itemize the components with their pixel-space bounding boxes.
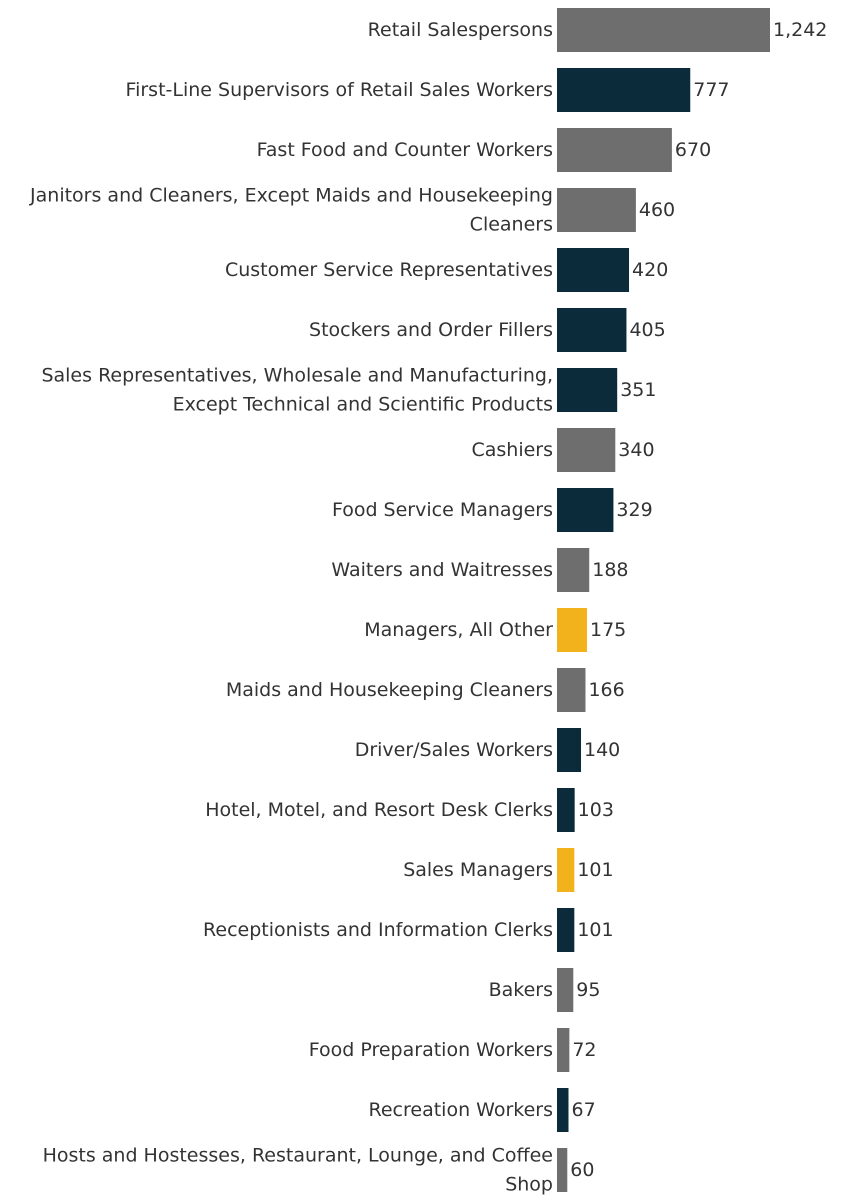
bar-row: Sales Representatives, Wholesale and Man… (41, 365, 656, 416)
category-label: Shop (505, 1174, 553, 1196)
bar (557, 788, 575, 832)
bar-row: Stockers and Order Fillers 405 (309, 308, 666, 352)
bar-row: Fast Food and Counter Workers 670 (257, 128, 711, 172)
value-label: 166 (588, 679, 624, 701)
value-label: 101 (577, 859, 613, 881)
category-label: Sales Representatives, Wholesale and Man… (41, 365, 553, 387)
value-label: 670 (675, 139, 711, 161)
bar (557, 68, 691, 112)
category-label: Customer Service Representatives (225, 259, 553, 281)
bar-row: Janitors and Cleaners, Except Maids and … (29, 185, 675, 236)
category-label: Receptionists and Information Clerks (203, 919, 553, 941)
category-label: Food Preparation Workers (309, 1039, 553, 1061)
bar (557, 128, 672, 172)
bar-row: Maids and Housekeeping Cleaners 166 (226, 668, 625, 712)
bar (557, 248, 630, 292)
value-label: 340 (618, 439, 654, 461)
value-label: 188 (592, 559, 628, 581)
bar (557, 488, 614, 532)
bar (557, 908, 575, 952)
category-label: Cashiers (471, 439, 553, 461)
category-label: Janitors and Cleaners, Except Maids and … (29, 185, 553, 207)
bar-row: Managers, All Other 175 (364, 608, 626, 652)
bar (557, 848, 575, 892)
bar (557, 1028, 570, 1072)
bar-row: Hosts and Hostesses, Restaurant, Lounge,… (43, 1145, 595, 1196)
category-label: Maids and Housekeeping Cleaners (226, 679, 553, 701)
category-label: Stockers and Order Fillers (309, 319, 553, 341)
bar (557, 428, 616, 472)
category-label: Retail Salespersons (368, 19, 553, 41)
category-label: Bakers (489, 979, 553, 1001)
bar-row: Bakers 95 (489, 968, 600, 1012)
category-label: Except Technical and Scientific Products (173, 394, 553, 416)
category-label: Fast Food and Counter Workers (257, 139, 553, 161)
category-label: First-Line Supervisors of Retail Sales W… (126, 79, 553, 101)
value-label: 351 (620, 379, 656, 401)
category-label: Hosts and Hostesses, Restaurant, Lounge,… (43, 1145, 553, 1167)
bar (557, 668, 586, 712)
value-label: 140 (584, 739, 620, 761)
value-label: 460 (639, 199, 675, 221)
bar (557, 728, 582, 772)
bar-row: Driver/Sales Workers 140 (355, 728, 620, 772)
bar (557, 8, 770, 52)
bar (557, 368, 618, 412)
value-label: 95 (576, 979, 600, 1001)
bar (557, 308, 627, 352)
value-label: 1,242 (773, 19, 827, 41)
value-label: 420 (632, 259, 668, 281)
bar (557, 1148, 568, 1192)
bar-row: Food Preparation Workers 72 (309, 1028, 597, 1072)
value-label: 777 (693, 79, 729, 101)
value-label: 405 (629, 319, 665, 341)
category-label: Sales Managers (403, 859, 553, 881)
category-label: Managers, All Other (364, 619, 553, 641)
value-label: 72 (572, 1039, 596, 1061)
value-label: 67 (571, 1099, 595, 1121)
bar (557, 608, 588, 652)
bar (557, 1088, 569, 1132)
bar-row: Waiters and Waitresses 188 (331, 548, 629, 592)
bar-row: Cashiers 340 (471, 428, 655, 472)
value-label: 103 (578, 799, 614, 821)
chart-rows: Retail Salespersons 1,242 First-Line Super… (29, 8, 827, 1196)
value-label: 329 (616, 499, 652, 521)
category-label: Cleaners (470, 214, 553, 236)
bar-row: Sales Managers 101 (403, 848, 614, 892)
category-label: Driver/Sales Workers (355, 739, 553, 761)
bar-row: Receptionists and Information Clerks 101 (203, 908, 614, 952)
category-label: Food Service Managers (332, 499, 553, 521)
value-label: 60 (570, 1159, 594, 1181)
category-label: Waiters and Waitresses (331, 559, 553, 581)
value-label: 101 (577, 919, 613, 941)
bar (557, 968, 574, 1012)
bar (557, 548, 590, 592)
bar (557, 188, 636, 232)
bar-row: Retail Salespersons 1,242 (368, 8, 827, 52)
category-label: Recreation Workers (369, 1099, 553, 1121)
bar-row: First-Line Supervisors of Retail Sales W… (126, 68, 730, 112)
bar-row: Recreation Workers 67 (369, 1088, 596, 1132)
bar-row: Hotel, Motel, and Resort Desk Clerks 103 (205, 788, 614, 832)
category-label: Hotel, Motel, and Resort Desk Clerks (205, 799, 553, 821)
bar-row: Customer Service Representatives 420 (225, 248, 668, 292)
bar-row: Food Service Managers 329 (332, 488, 653, 532)
value-label: 175 (590, 619, 626, 641)
